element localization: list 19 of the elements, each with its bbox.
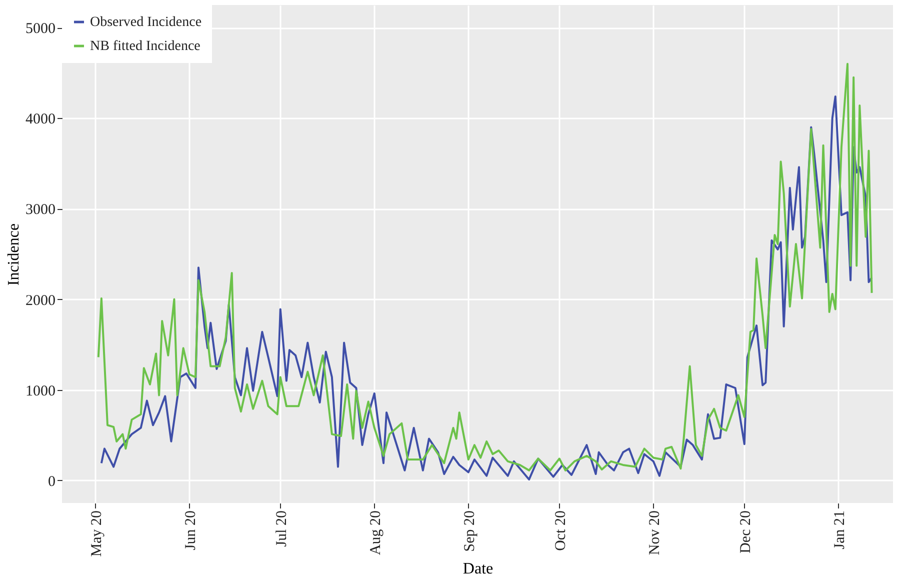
x-tick-label: Jun 20 <box>182 510 199 550</box>
y-tick-label: 1000 <box>26 383 56 400</box>
x-tick-label: Aug 20 <box>368 510 384 556</box>
x-tick-label: Oct 20 <box>552 510 569 551</box>
y-tick-label: 0 <box>48 474 56 490</box>
x-tick-label: Jul 20 <box>274 510 290 547</box>
y-tick-label: 4000 <box>26 112 56 128</box>
y-tick-label: 5000 <box>26 21 56 38</box>
y-tick-label: 3000 <box>26 202 56 218</box>
y-tick-label: 2000 <box>26 292 56 309</box>
x-tick-label: May 20 <box>88 510 105 557</box>
x-tick-label: Nov 20 <box>646 510 663 556</box>
legend-label: NB fitted Incidence <box>90 39 200 54</box>
x-tick-label: Jan 21 <box>832 510 848 550</box>
x-axis-title: Date <box>462 560 494 578</box>
y-axis-title: Incidence <box>6 223 22 286</box>
x-tick-label: Dec 20 <box>738 510 754 554</box>
legend-label: Observed Incidence <box>90 15 202 30</box>
x-tick-label: Sep 20 <box>462 510 478 552</box>
